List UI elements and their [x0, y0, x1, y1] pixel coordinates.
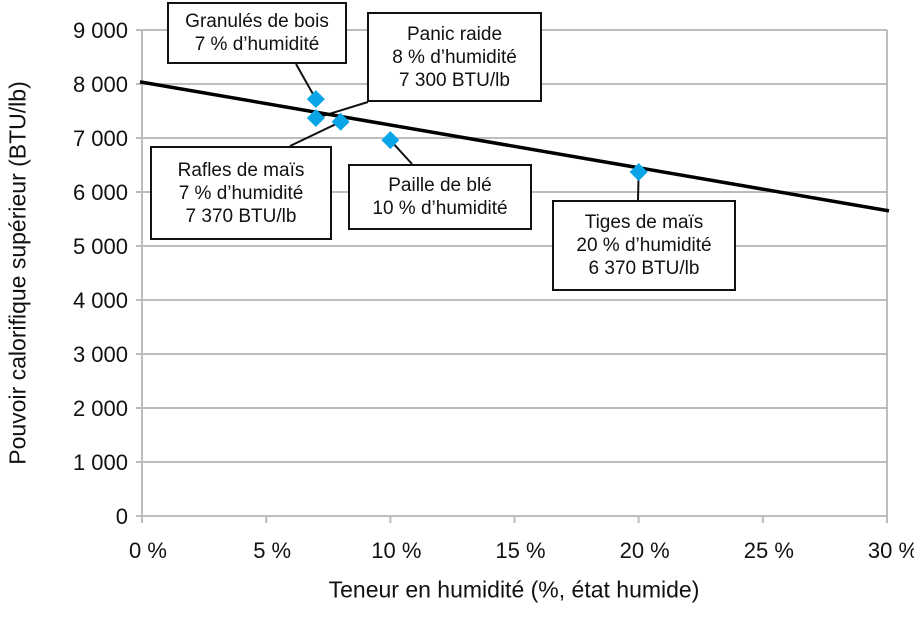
- diamond-marker: [629, 163, 648, 182]
- x-tick-label: 25 %: [744, 538, 794, 563]
- y-tick-label: 6 000: [73, 180, 128, 205]
- annotation-line: 10 % d’humidité: [372, 198, 508, 219]
- y-tick-label: 8 000: [73, 72, 128, 97]
- x-tick-label: 10 %: [371, 538, 421, 563]
- trendline-path: [139, 80, 890, 213]
- y-tick-label: 5 000: [73, 234, 128, 259]
- trendline: [139, 80, 890, 213]
- annotation-line: 20 % d’humidité: [576, 235, 712, 256]
- diamond-marker: [381, 131, 400, 150]
- data-points: [306, 90, 648, 182]
- annotation-box: Granulés de bois 7 % d’humidité: [167, 2, 347, 64]
- x-tick-label: 30 %: [868, 538, 914, 563]
- annotation-line: 7 % d’humidité: [178, 182, 304, 204]
- annotation-box: Panic raide 8 % d’humidité 7 300 BTU/lb: [367, 12, 542, 102]
- annotation-line: Granulés de bois: [185, 11, 329, 32]
- annotation-line: 8 % d’humidité: [392, 46, 517, 68]
- y-tick-label: 3 000: [73, 342, 128, 367]
- annotation-line: 7 300 BTU/lb: [399, 69, 510, 91]
- y-tick-label: 9 000: [73, 18, 128, 43]
- leader-line: [295, 63, 317, 100]
- y-tick-label: 7 000: [73, 126, 128, 151]
- annotation-line: 6 370 BTU/lb: [588, 258, 700, 279]
- y-tick-label: 4 000: [73, 288, 128, 313]
- axes: [141, 30, 888, 522]
- y-axis-title: Pouvoir calorifique supérieur (BTU/lb): [4, 81, 31, 465]
- diamond-marker: [331, 112, 350, 131]
- annotation-line: 7 % d’humidité: [194, 34, 320, 55]
- leader-line: [289, 120, 342, 147]
- x-tick-label: 20 %: [620, 538, 670, 563]
- y-tick-label: 0: [116, 504, 128, 529]
- diamond-marker: [306, 90, 325, 109]
- y-tick-label: 2 000: [73, 396, 128, 421]
- annotation-box: Paille de blé 10 % d’humidité: [348, 164, 532, 230]
- annotation-box: Tiges de maïs 20 % d’humidité 6 370 BTU/lb: [552, 200, 736, 291]
- annotation-line: Paille de blé: [388, 175, 492, 196]
- annotation-line: 7 370 BTU/lb: [185, 205, 297, 227]
- annotation-line: Panic raide: [406, 23, 503, 45]
- annotation-box: Rafles de maïs 7 % d’humidité 7 370 BTU/lb: [150, 146, 332, 240]
- annotation-line: Rafles de maïs: [177, 159, 305, 181]
- x-tick-label: 0 %: [129, 538, 167, 563]
- diamond-marker: [306, 109, 325, 128]
- x-tick-label: 5 %: [253, 538, 291, 563]
- y-axis-ticks: 0 1 000 2 000 3 000 4 000 5 000 6 000 7 000 8 00…: [73, 18, 142, 529]
- x-axis-ticks: 0 % 5 % 10 % 15 % 20 % 25 % 30 %: [129, 516, 914, 563]
- x-axis-title: Teneur en humidité (%, état humide): [328, 576, 700, 603]
- x-tick-label: 15 %: [495, 538, 545, 563]
- y-tick-label: 1 000: [73, 450, 128, 475]
- annotation-line: Tiges de maïs: [584, 212, 704, 233]
